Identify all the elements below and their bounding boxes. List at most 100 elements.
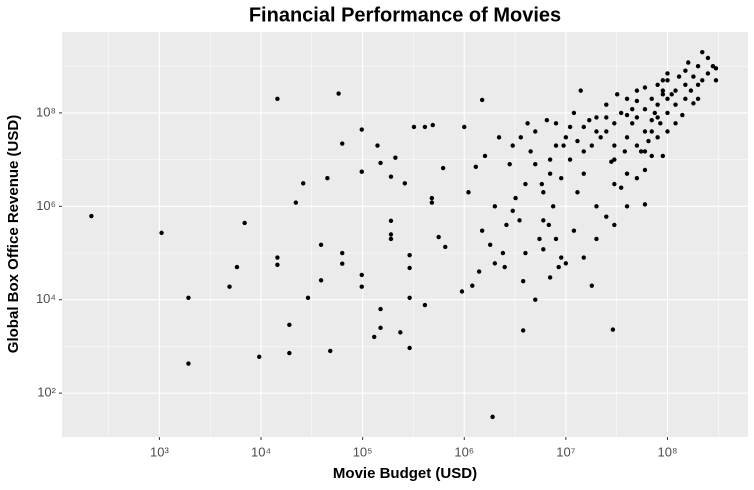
- point: [634, 175, 640, 181]
- point: [642, 129, 648, 134]
- point: [581, 124, 586, 130]
- point: [533, 129, 538, 134]
- point: [587, 117, 592, 123]
- point: [612, 157, 617, 162]
- point: [638, 149, 644, 154]
- point: [630, 121, 635, 126]
- x-tick-label: 10⁶: [454, 444, 474, 459]
- point: [614, 92, 620, 97]
- point: [398, 330, 403, 335]
- point: [513, 195, 518, 201]
- point: [407, 295, 412, 300]
- point: [563, 135, 569, 140]
- point: [553, 143, 559, 148]
- point: [482, 153, 488, 159]
- point: [680, 112, 685, 118]
- point: [407, 345, 412, 351]
- point: [459, 289, 465, 294]
- point: [359, 272, 364, 278]
- point: [683, 68, 688, 73]
- y-tick-label: 10²: [37, 385, 56, 400]
- point: [234, 264, 240, 270]
- point: [676, 74, 682, 79]
- point: [186, 295, 191, 300]
- point: [533, 161, 538, 167]
- x-tick-label: 10⁵: [353, 444, 373, 459]
- point: [510, 143, 515, 148]
- point: [507, 161, 512, 167]
- point: [624, 204, 630, 209]
- point: [649, 96, 654, 102]
- point: [578, 88, 583, 93]
- point: [624, 96, 630, 102]
- point: [533, 297, 538, 302]
- point: [571, 228, 577, 233]
- point: [695, 64, 701, 69]
- point: [520, 278, 526, 284]
- point: [553, 121, 559, 126]
- point: [518, 135, 523, 140]
- point: [388, 174, 394, 179]
- point: [624, 171, 630, 176]
- point: [665, 110, 670, 116]
- point: [649, 129, 654, 134]
- point: [624, 112, 630, 118]
- point: [567, 124, 573, 130]
- point: [492, 261, 498, 266]
- point: [510, 208, 515, 214]
- point: [388, 218, 394, 223]
- point: [300, 181, 306, 186]
- point: [359, 169, 364, 174]
- point: [422, 124, 428, 130]
- point: [610, 327, 616, 332]
- point: [547, 171, 553, 176]
- point: [476, 269, 482, 274]
- point: [186, 361, 191, 366]
- point: [544, 117, 550, 123]
- point: [336, 91, 341, 96]
- point: [275, 96, 280, 102]
- point: [581, 171, 586, 176]
- point: [612, 181, 617, 187]
- point: [470, 283, 475, 288]
- point: [594, 115, 599, 120]
- point: [528, 149, 533, 154]
- point: [646, 138, 651, 144]
- point: [609, 159, 614, 164]
- point: [630, 107, 635, 112]
- point: [642, 85, 648, 90]
- point: [257, 354, 262, 359]
- point: [378, 160, 383, 166]
- point: [550, 204, 556, 209]
- point: [642, 167, 648, 173]
- point: [594, 204, 599, 209]
- point: [561, 143, 566, 148]
- point: [430, 122, 435, 128]
- point: [705, 71, 711, 76]
- points: [89, 49, 719, 420]
- point: [683, 96, 688, 102]
- point: [655, 115, 660, 120]
- point: [604, 129, 609, 134]
- point: [479, 97, 485, 103]
- point: [665, 78, 670, 83]
- point: [340, 141, 345, 146]
- point: [287, 322, 292, 328]
- point: [523, 250, 528, 256]
- point: [159, 230, 164, 236]
- point: [422, 302, 428, 308]
- point: [388, 236, 394, 242]
- point: [340, 250, 345, 256]
- point: [378, 325, 383, 331]
- point: [575, 190, 580, 195]
- point: [571, 110, 577, 116]
- point: [402, 181, 408, 186]
- point: [487, 242, 493, 247]
- point: [563, 261, 569, 266]
- point: [407, 265, 412, 271]
- point: [700, 78, 705, 83]
- point: [443, 244, 448, 250]
- point: [328, 348, 333, 354]
- x-tick-label: 10⁷: [556, 444, 575, 459]
